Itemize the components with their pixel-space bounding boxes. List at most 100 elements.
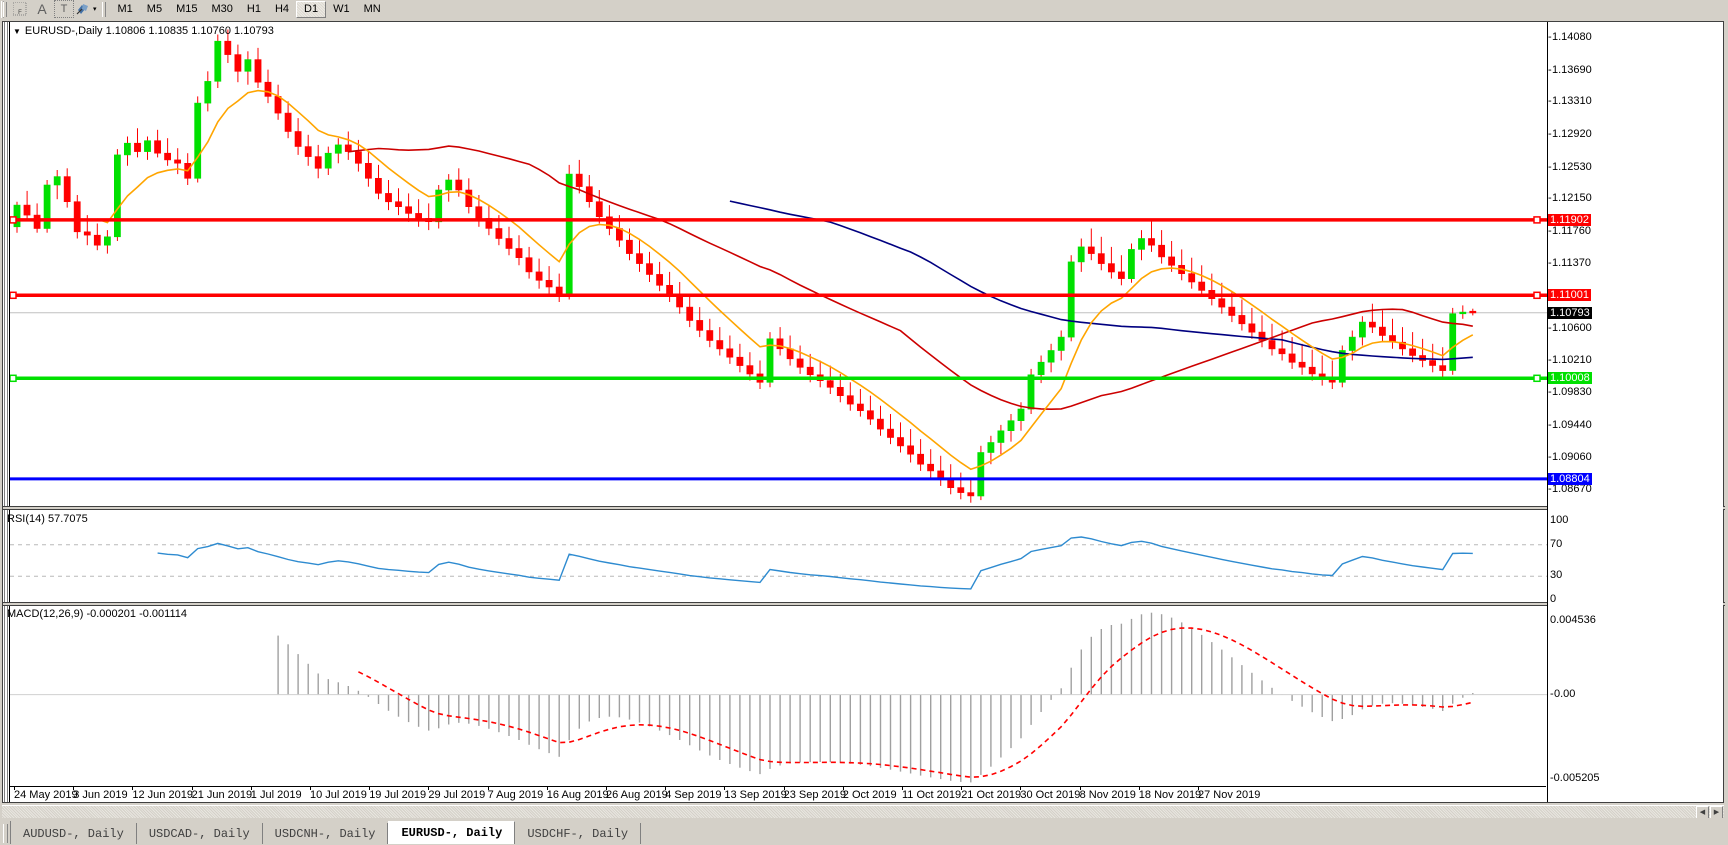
- candle-body: [415, 213, 422, 219]
- price-marker-support-line-blue[interactable]: 1.08804: [1548, 472, 1592, 485]
- candle-body: [646, 263, 653, 275]
- chart-tab-eurusd-[interactable]: EURUSD-, Daily: [388, 821, 516, 844]
- tabbar-drag-handle[interactable]: [1, 822, 10, 845]
- candle-body: [73, 201, 81, 233]
- timeframe-button-w1[interactable]: W1: [333, 3, 350, 15]
- timeframe-button-h1[interactable]: H1: [246, 3, 261, 15]
- timeframe-button-m1[interactable]: M1: [117, 3, 133, 15]
- objects-icon[interactable]: ▾: [76, 0, 97, 18]
- candle-body: [1238, 315, 1246, 325]
- timeframe-button-m5[interactable]: M5: [146, 3, 163, 15]
- tick-dash: -: [1548, 224, 1552, 237]
- resistance-line-111001-handle-right[interactable]: [1533, 291, 1541, 300]
- price-scale[interactable]: -1.14080 -1.13690 -1.13310 -1.12920 -1.12530…: [1547, 22, 1723, 802]
- pane-separator-macd[interactable]: [3, 602, 1725, 606]
- macd-indicator-label[interactable]: MACD(12,26,9) -0.000201 -0.001114: [7, 608, 187, 620]
- time-axis-label-text: 27 Nov 2019: [1198, 789, 1261, 801]
- time-axis-label: 24 May 2019: [14, 789, 78, 801]
- rsi-pane[interactable]: [10, 511, 1548, 602]
- support-line-110008-handle-left[interactable]: [10, 374, 17, 383]
- candle-body: [947, 478, 955, 488]
- timeframe-button-mn[interactable]: MN: [363, 3, 381, 15]
- price-marker-last-price[interactable]: 1.10793: [1548, 306, 1592, 319]
- rsi-tick-label: 70: [1550, 537, 1563, 550]
- chevron-down-icon[interactable]: ▾: [93, 6, 97, 13]
- price-marker-support-line[interactable]: 1.10008: [1548, 372, 1592, 385]
- time-axis-label-text: 8 Nov 2019: [1079, 789, 1136, 801]
- crosshair-icon[interactable]: F: [10, 0, 30, 18]
- candle-body: [134, 142, 141, 152]
- rsi-tick-label: 30: [1550, 569, 1563, 582]
- time-axis-label: 26 Aug 2019: [606, 789, 668, 801]
- time-axis[interactable]: 24 May 2019 3 Jun 2019 12 Jun 2019 21 Jun 2…: [10, 786, 1546, 802]
- time-axis-label: 19 Jul 2019: [369, 789, 426, 801]
- time-axis-label-text: 24 May 2019: [14, 789, 78, 801]
- time-axis-label: 21 Jun 2019: [192, 789, 253, 801]
- scrollbar-track[interactable]: [2, 806, 1724, 818]
- time-axis-tick: [902, 787, 903, 790]
- price-marker-resistance-line[interactable]: 1.11902: [1548, 213, 1591, 226]
- price-tick: -1.09060: [1548, 451, 1592, 463]
- candle-body: [907, 445, 914, 455]
- tick-dash: -: [1548, 354, 1552, 367]
- chevron-down-icon[interactable]: ▼: [13, 26, 21, 36]
- textlabel-tool-button[interactable]: T: [54, 0, 74, 18]
- candle-body: [1439, 365, 1447, 371]
- toolbar-drag-handle[interactable]: [1, 0, 9, 18]
- chart-canvas-area[interactable]: ▼ EURUSD-,Daily 1.10806 1.10835 1.10760 …: [2, 21, 1725, 803]
- timeframe-button-m30[interactable]: M30: [211, 3, 233, 15]
- resistance-line-111902-handle-left[interactable]: [10, 216, 17, 224]
- time-axis-tick: [428, 787, 430, 790]
- scroll-left-arrow-icon[interactable]: ◀: [1696, 805, 1709, 819]
- macd-pane[interactable]: [10, 607, 1548, 787]
- time-axis-tick: [783, 787, 785, 790]
- candle-body: [43, 184, 51, 229]
- text-tool-button[interactable]: A: [32, 0, 52, 18]
- timeframe-button-h4[interactable]: H4: [274, 3, 290, 15]
- resistance-line-111001-handle-left[interactable]: [10, 291, 17, 300]
- time-axis-tick: [369, 787, 371, 790]
- candle-body: [1298, 361, 1306, 368]
- chart-tab-audusd-[interactable]: AUDUSD-, Daily: [11, 823, 137, 844]
- candle-body: [1409, 348, 1416, 356]
- candle-body: [1278, 348, 1286, 355]
- timeframe-button-m15[interactable]: M15: [176, 3, 198, 15]
- candle-body: [796, 358, 804, 368]
- time-axis-tick: [14, 787, 15, 790]
- time-axis-label: 11 Oct 2019: [902, 789, 961, 801]
- price-marker-resistance-line[interactable]: 1.11001: [1548, 289, 1591, 302]
- candle-body: [716, 340, 724, 350]
- macd-tick: -0.00: [1550, 688, 1575, 700]
- time-axis-label: 7 Aug 2019: [488, 789, 544, 801]
- price-tick: -1.11760: [1548, 224, 1591, 237]
- candle-body: [766, 338, 774, 383]
- tick-dash: -: [1548, 386, 1552, 399]
- candle-body: [174, 159, 181, 164]
- candle-body: [83, 231, 91, 236]
- rsi-indicator-label[interactable]: RSI(14) 57.7075: [7, 513, 88, 525]
- candle-body: [776, 338, 784, 350]
- candle-body: [1469, 310, 1477, 314]
- time-axis-label-text: 13 Sep 2019: [724, 789, 787, 801]
- timeframe-button-d1[interactable]: D1: [296, 0, 327, 18]
- candle-body: [455, 179, 463, 191]
- scroll-right-arrow-icon[interactable]: ▶: [1710, 805, 1723, 819]
- candle-body: [1228, 306, 1236, 316]
- chart-tab-usdchf-[interactable]: USDCHF-, Daily: [515, 823, 642, 844]
- rsi-tick: 70: [1550, 537, 1563, 550]
- price-pane[interactable]: [10, 22, 1548, 506]
- candle-body: [284, 112, 292, 132]
- pane-separator-rsi[interactable]: [3, 506, 1725, 510]
- support-line-110008-handle-right[interactable]: [1533, 374, 1541, 383]
- resistance-line-111902-handle-right[interactable]: [1533, 216, 1541, 224]
- candle-body: [836, 386, 844, 396]
- chart-tab-usdcad-[interactable]: USDCAD-, Daily: [136, 823, 263, 844]
- chart-tab-usdcnh-[interactable]: USDCNH-, Daily: [262, 823, 389, 844]
- rsi-line: [157, 536, 1473, 590]
- time-axis-label-text: 26 Aug 2019: [606, 789, 668, 801]
- candle-body: [334, 144, 342, 154]
- time-axis-label-text: 12 Jun 2019: [132, 789, 193, 801]
- horizontal-scrollbar[interactable]: ◀ ▶: [2, 805, 1724, 819]
- candle-body: [364, 163, 372, 179]
